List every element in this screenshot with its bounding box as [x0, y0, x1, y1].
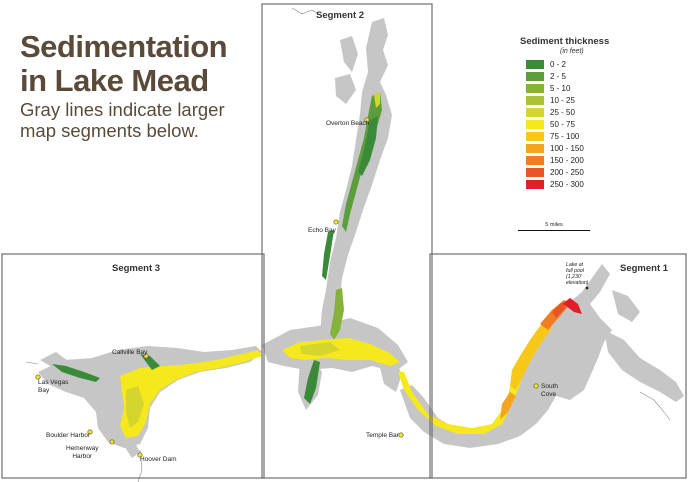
place-hemenway-harbor-line-1: Hemenway: [66, 445, 99, 452]
legend-item: 0 - 2: [526, 58, 650, 70]
full-pool-note-line-2: full pool: [566, 268, 584, 274]
map-title: Sedimentation in Lake Mead: [20, 29, 228, 98]
legend-swatch: [526, 71, 544, 81]
las-vegas-bay-marker: [35, 374, 41, 380]
overton-beach-marker: [364, 117, 370, 123]
legend-item: 50 - 75: [526, 118, 650, 130]
subtitle-line-2: map segments below.: [20, 120, 199, 141]
legend-swatch: [526, 131, 544, 141]
legend-swatch: [526, 143, 544, 153]
legend-swatch: [526, 119, 544, 129]
full-pool-note-line-3: (1,230': [566, 274, 582, 280]
legend: Sediment thickness (in feet) 0 - 2 2 - 5 5…: [520, 36, 650, 190]
place-hemenway-harbor: Hemenway Harbor: [66, 445, 99, 461]
segment-2-label: Segment 2: [316, 10, 365, 21]
legend-swatch: [526, 83, 544, 93]
legend-swatch: [526, 179, 544, 189]
legend-item: 25 - 50: [526, 106, 650, 118]
place-hoover-dam: Hoover Dam: [140, 456, 177, 463]
place-las-vegas-bay: Las Vegas Bay: [38, 379, 68, 395]
title-line-2: in Lake Mead: [20, 63, 209, 98]
hemenway-harbor-marker: [109, 439, 115, 445]
hoover-dam-marker: [137, 452, 143, 458]
legend-label: 5 - 10: [550, 83, 571, 93]
full-pool-note-line-1: Lake at: [566, 262, 584, 268]
legend-unit: (in feet): [560, 48, 584, 55]
legend-items: 0 - 2 2 - 5 5 - 10 10 - 25 25 - 50 50 - 75 75 …: [520, 58, 650, 190]
legend-label: 10 - 25: [550, 95, 575, 105]
legend-label: 25 - 50: [550, 107, 575, 117]
full-pool-note-line-4: elevation): [566, 280, 589, 286]
segment-3-box: [1, 253, 265, 479]
legend-swatch: [526, 155, 544, 165]
place-full-pool-note: Lake at full pool (1,230' elevation): [566, 262, 589, 286]
place-markers: [35, 117, 539, 458]
place-temple-bar: Temple Bar: [366, 432, 399, 439]
segment-3-label: Segment 3: [112, 263, 161, 274]
legend-label: 100 - 150: [550, 143, 584, 153]
legend-label: 2 - 5: [550, 71, 567, 81]
segment-1-box: [429, 253, 687, 479]
callville-bay-marker: [143, 353, 149, 359]
place-las-vegas-bay-line-1: Las Vegas: [38, 379, 69, 386]
scale-label: 5 miles: [545, 222, 563, 228]
legend-item: 150 - 200: [526, 154, 650, 166]
map-subtitle: Gray lines indicate larger map segments …: [20, 99, 225, 141]
legend-label: 0 - 2: [550, 59, 567, 69]
place-south-cove-line-2: Cove: [541, 391, 557, 398]
legend-label: 250 - 300: [550, 179, 584, 189]
legend-swatch: [526, 167, 544, 177]
scale-bar-line: [518, 230, 590, 231]
place-echo-bay: Echo Bay: [308, 227, 336, 234]
place-callville-bay: Callville Bay: [112, 349, 148, 356]
legend-title: Sediment thickness: [520, 36, 610, 47]
segment-2-box: [261, 3, 433, 479]
place-las-vegas-bay-line-2: Bay: [38, 387, 50, 394]
segment-1-label: Segment 1: [620, 263, 669, 274]
place-boulder-harbor: Boulder Harbor: [46, 432, 91, 439]
title-line-1: Sedimentation: [20, 29, 228, 64]
subtitle-line-1: Gray lines indicate larger: [20, 99, 225, 120]
boulder-harbor-marker: [87, 429, 93, 435]
legend-item: 5 - 10: [526, 82, 650, 94]
echo-bay-marker: [333, 219, 339, 225]
legend-swatch: [526, 95, 544, 105]
legend-item: 200 - 250: [526, 166, 650, 178]
legend-item: 250 - 300: [526, 178, 650, 190]
south-cove-marker: [533, 383, 539, 389]
legend-label: 75 - 100: [550, 131, 580, 141]
place-south-cove: South Cove: [541, 383, 558, 399]
legend-label: 150 - 200: [550, 155, 584, 165]
legend-item: 2 - 5: [526, 70, 650, 82]
legend-item: 10 - 25: [526, 94, 650, 106]
legend-label: 200 - 250: [550, 167, 584, 177]
legend-swatch: [526, 59, 544, 69]
legend-item: 100 - 150: [526, 142, 650, 154]
legend-item: 75 - 100: [526, 130, 650, 142]
legend-label: 50 - 75: [550, 119, 575, 129]
scale-bar: 5 miles: [518, 222, 590, 231]
temple-bar-marker: [398, 432, 404, 438]
place-south-cove-line-1: South: [541, 383, 558, 390]
full-pool-marker: [585, 286, 589, 290]
place-hemenway-harbor-line-2: Harbor: [72, 453, 93, 460]
place-overton-beach: Overton Beach: [326, 120, 370, 127]
legend-swatch: [526, 107, 544, 117]
